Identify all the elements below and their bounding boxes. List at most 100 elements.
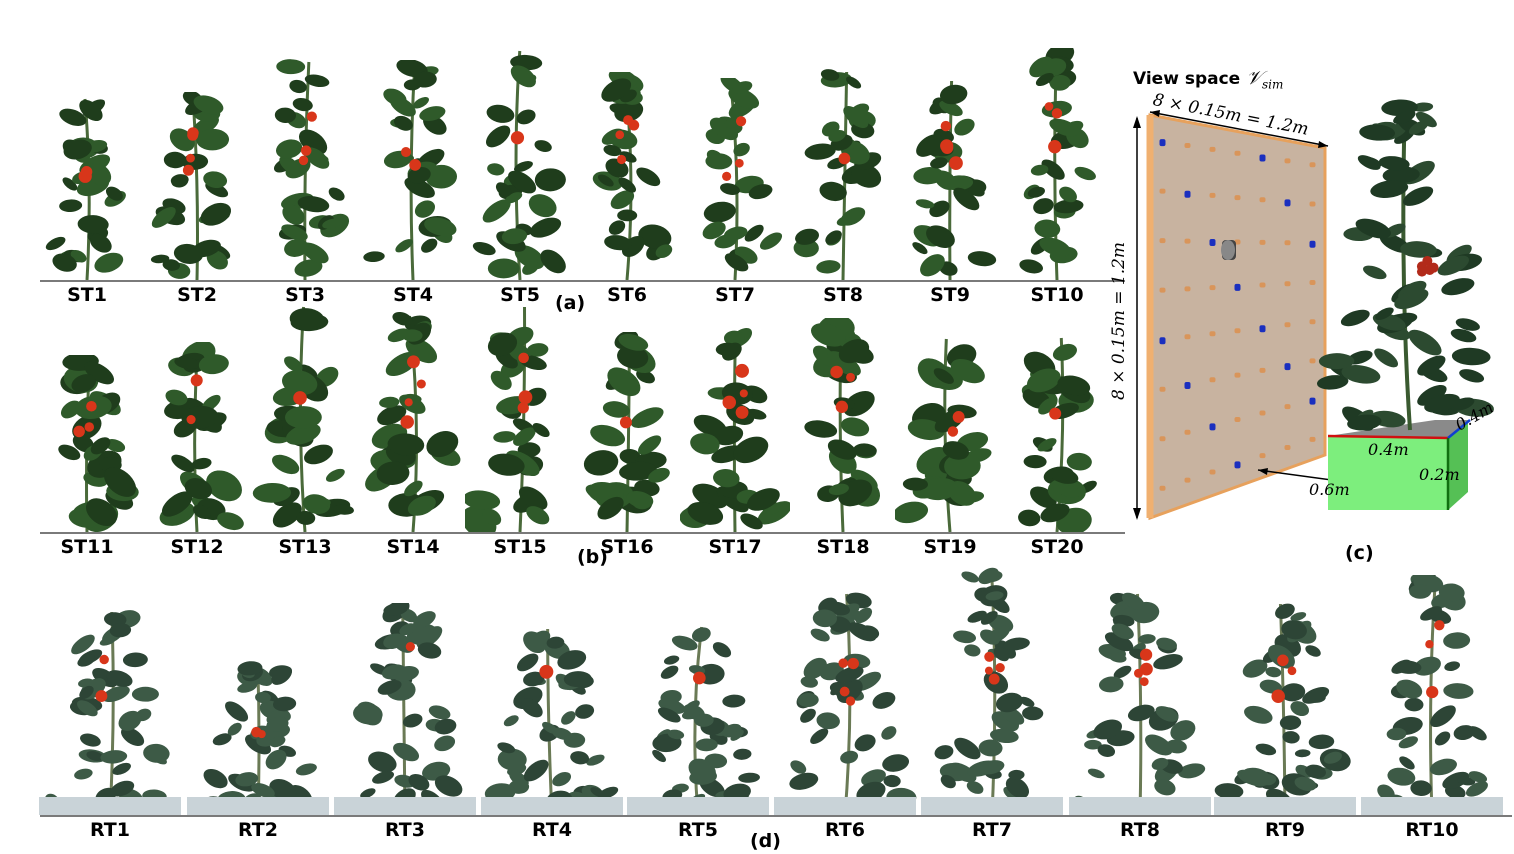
plant-image (1214, 603, 1356, 815)
box-x-label: 0.4m (1368, 440, 1409, 459)
viewpoint-marker (1284, 363, 1291, 371)
viewpoint-marker (1259, 239, 1266, 245)
viewpoint-marker (1159, 485, 1166, 491)
box-z-label: 0.2m (1419, 465, 1460, 484)
viewpoint-marker (1284, 322, 1291, 328)
viewpoint-marker (1159, 238, 1166, 244)
viewpoint-marker (1259, 367, 1266, 373)
viewpoint-marker (1209, 192, 1216, 198)
width-arrow (1149, 111, 1329, 147)
viewpoint-marker (1259, 154, 1266, 162)
reference-plant (1317, 99, 1494, 431)
plant-label: ST2 (177, 284, 217, 306)
plant-label: ST12 (170, 536, 224, 558)
plant-label: RT6 (825, 819, 865, 841)
plant-image (365, 312, 461, 532)
viewpoint-marker (1159, 337, 1166, 345)
plant-image (45, 98, 126, 280)
viewpoint-marker (1259, 410, 1266, 416)
plant-image (465, 306, 550, 532)
view-space-subscript: sim (1261, 77, 1284, 92)
viewpoint-marker (1234, 461, 1241, 469)
plant-image (895, 338, 992, 532)
plant-image (187, 661, 329, 815)
plant-label: ST13 (278, 536, 332, 558)
viewpoint-marker (1309, 201, 1316, 207)
viewpoint-marker (1234, 416, 1241, 422)
view-space-diagram (1133, 99, 1494, 521)
plant-label: RT4 (532, 819, 572, 841)
viewpoint-marker (1209, 285, 1216, 291)
plant-image (921, 567, 1063, 815)
ground-line-a (40, 280, 1125, 282)
plant-image (58, 355, 139, 532)
viewpoint-marker (1159, 139, 1166, 147)
plant-label: ST7 (715, 284, 755, 306)
viewpoint-marker (1284, 404, 1291, 410)
plant-image (583, 332, 670, 532)
box-side (1448, 420, 1468, 510)
viewpoint-marker (1184, 238, 1191, 244)
viewpoint-marker (1309, 240, 1316, 248)
height-arrowhead-end (1133, 508, 1141, 520)
viewpoint-marker (1259, 325, 1266, 333)
plant-image (363, 60, 458, 280)
viewpoint-marker (1184, 381, 1191, 389)
box-y-edge (1447, 419, 1471, 439)
plant-label: ST20 (1030, 536, 1084, 558)
viewpoint-marker (1159, 287, 1166, 293)
plant-label: RT9 (1265, 819, 1305, 841)
plant-image (273, 59, 350, 280)
viewpoint-marker (1159, 436, 1166, 442)
plant-image (592, 72, 673, 280)
plant-image (1018, 337, 1097, 532)
plant-image (481, 628, 623, 815)
viewpoint-marker (1234, 283, 1241, 291)
plant-image (680, 328, 790, 532)
viewpoint-marker (1209, 423, 1216, 431)
plant-label: ST5 (500, 284, 540, 306)
plant-label: ST17 (708, 536, 762, 558)
viewpoint-marker (1234, 195, 1241, 201)
plant-label: ST4 (393, 284, 433, 306)
plant-label: ST11 (60, 536, 114, 558)
box-x-edge (1327, 434, 1449, 440)
viewpoint-marker (1234, 328, 1241, 334)
plant-image (472, 50, 566, 280)
panel-label-b: (b) (577, 546, 608, 568)
viewpoint-marker (1184, 334, 1191, 340)
viewpoint-marker (1159, 188, 1166, 194)
viewpoint-marker (1284, 445, 1291, 451)
plant-label: RT10 (1405, 819, 1459, 841)
distance-label: 0.6m (1309, 480, 1350, 499)
viewpoint-marker (1209, 146, 1216, 152)
viewpoint-marker (1234, 150, 1241, 156)
box-front (1328, 436, 1448, 510)
view-space-title: View space 𝒱sim (1133, 67, 1283, 91)
viewpoint-marker (1184, 429, 1191, 435)
viewpoint-marker (1309, 279, 1316, 285)
plant-label: ST19 (923, 536, 977, 558)
plant-label: ST18 (816, 536, 870, 558)
viewpoint-marker (1309, 397, 1316, 405)
camera-lens-icon (1221, 240, 1235, 260)
viewpoint-marker (1259, 453, 1266, 459)
viewpoint-marker (1234, 239, 1241, 245)
viewpoint-marker (1184, 142, 1191, 148)
viewpoint-marker (1234, 372, 1241, 378)
viewpoint-marker (1209, 469, 1216, 475)
plant-image (702, 78, 783, 280)
viewpoint-marker (1184, 477, 1191, 483)
plant-image (334, 603, 476, 815)
plant-image (1361, 575, 1503, 815)
viewpoint-marker (1309, 162, 1316, 168)
viewpoint-marker (1259, 282, 1266, 288)
distance-arrowhead-start (1258, 468, 1268, 475)
ground-line-d (40, 815, 1512, 817)
height-arrowhead-start (1133, 116, 1141, 128)
viewpoint-marker (1284, 281, 1291, 287)
plant-label: RT2 (238, 819, 278, 841)
viewpoint-marker (1309, 319, 1316, 325)
plant-label: RT1 (90, 819, 130, 841)
plant-image (793, 69, 882, 280)
